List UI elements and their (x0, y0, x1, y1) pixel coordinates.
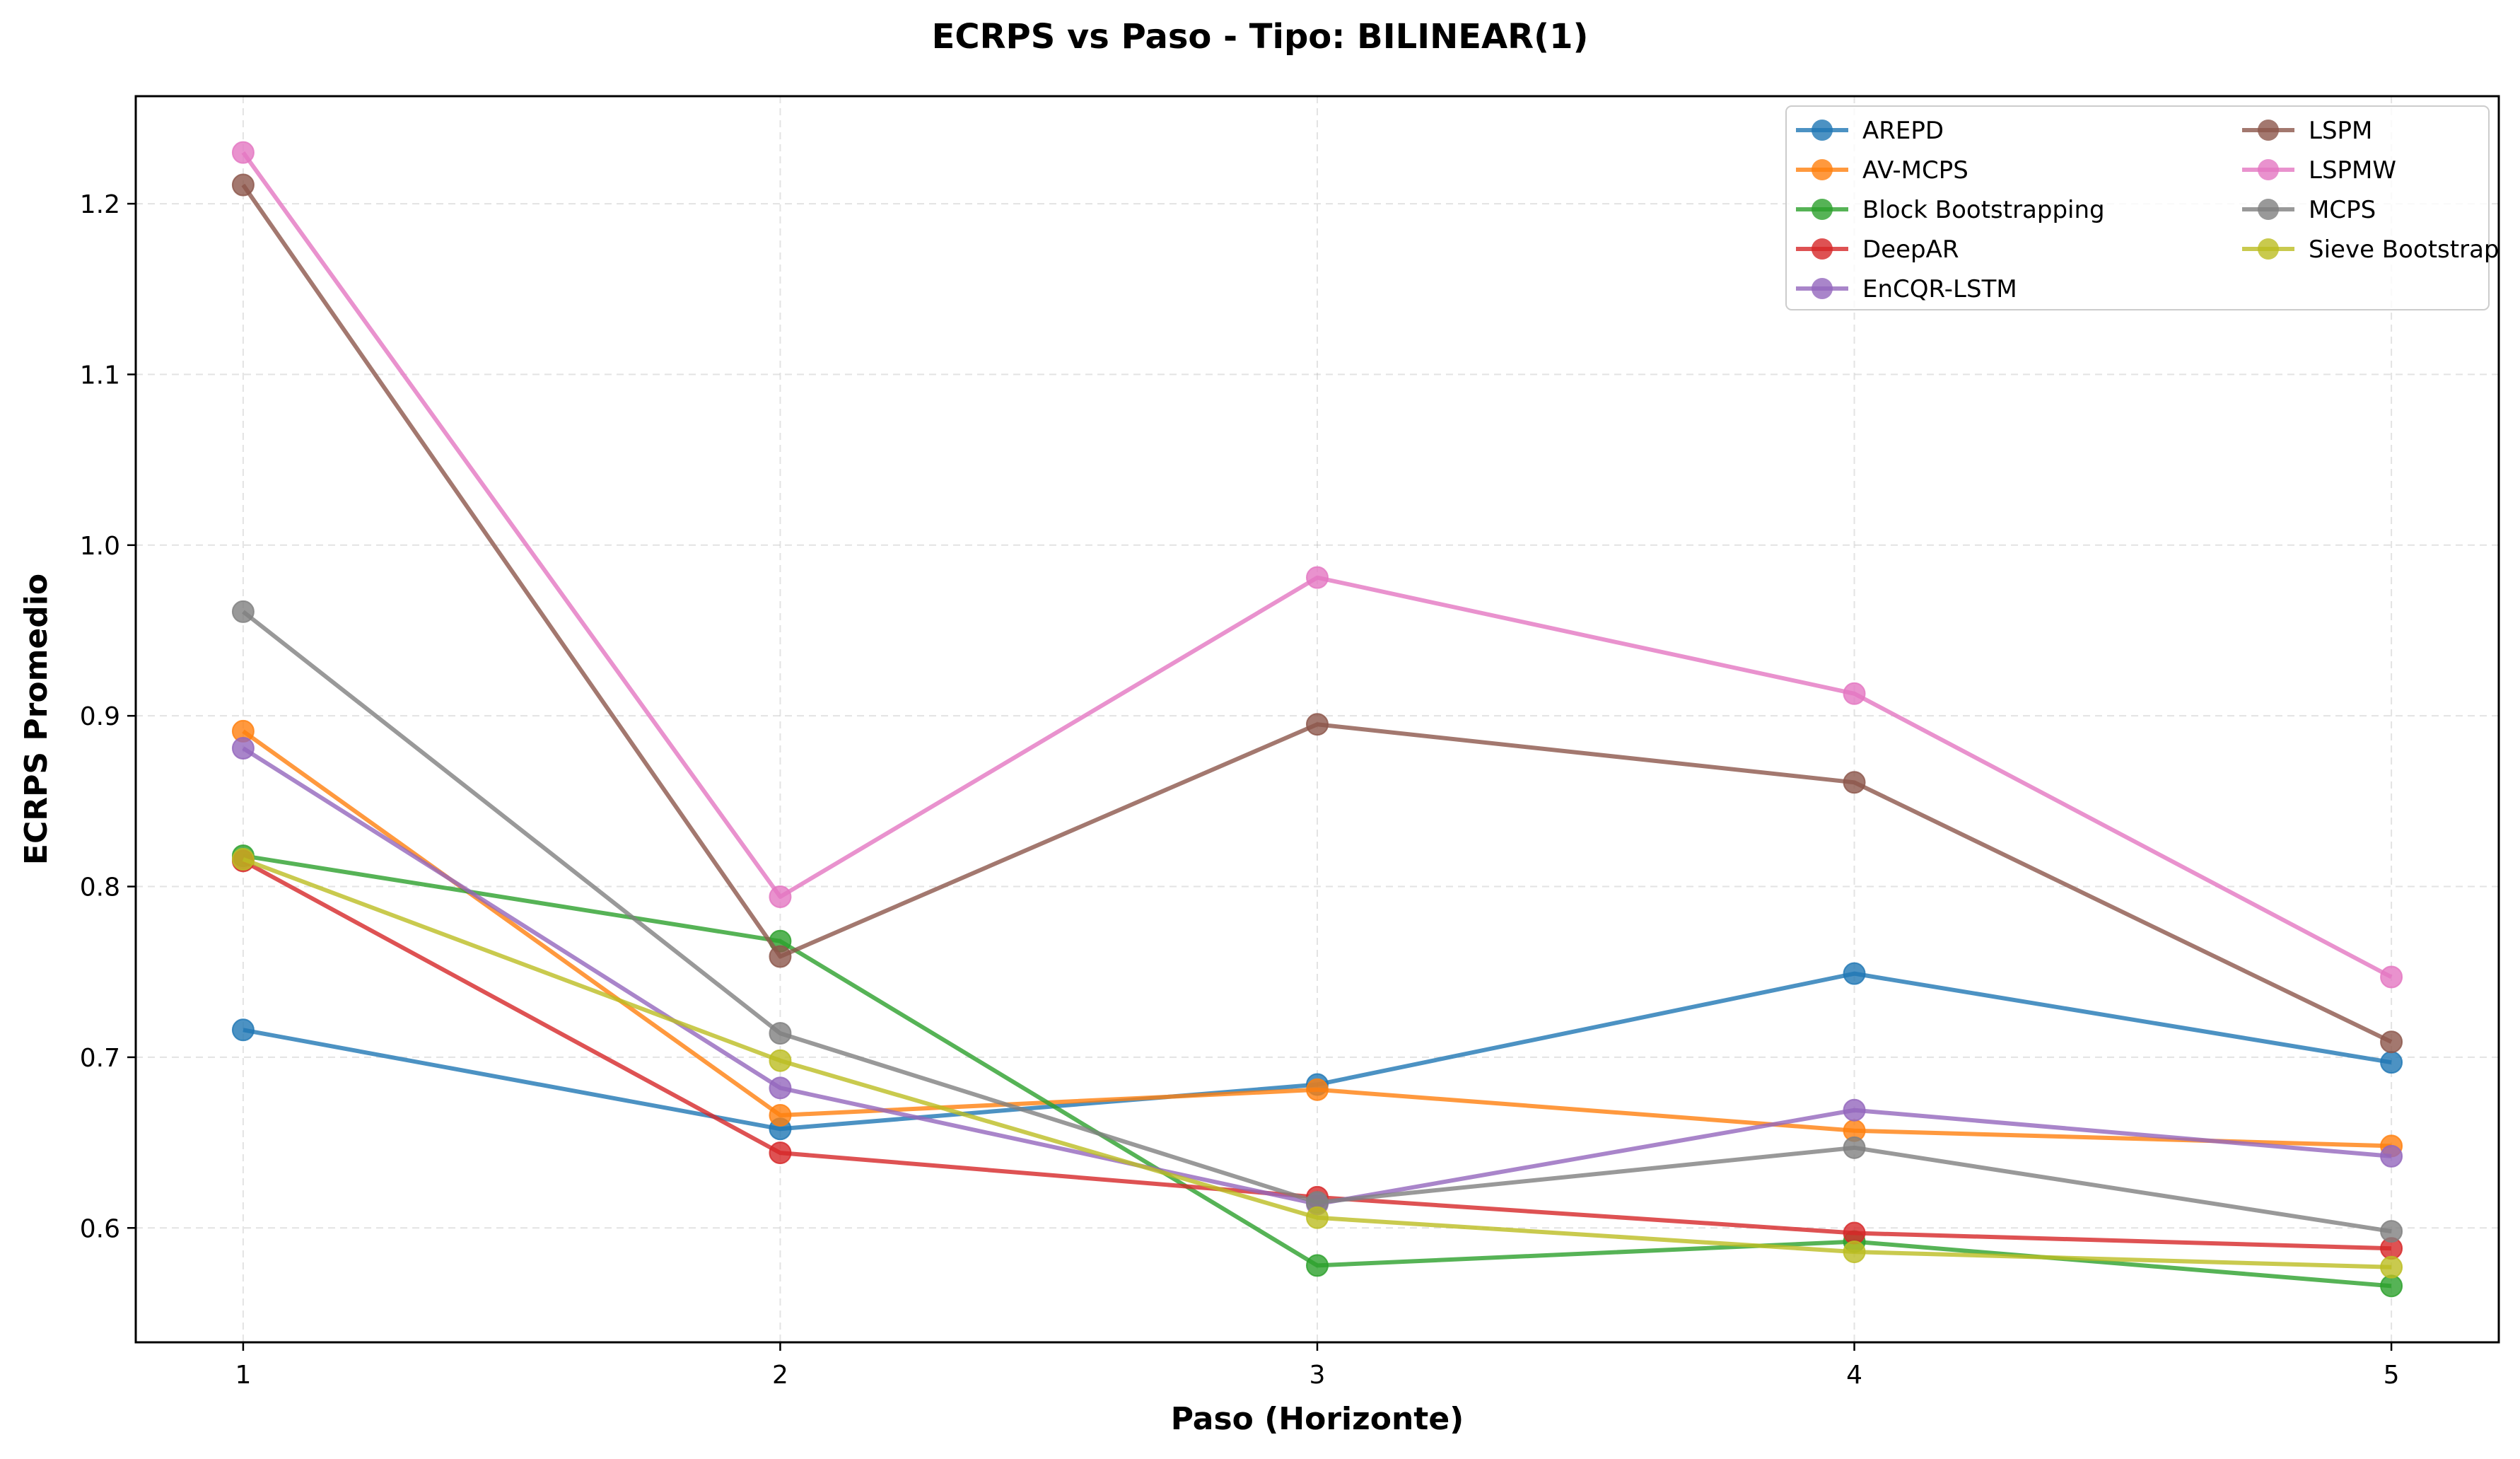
legend-swatch-marker (2258, 159, 2279, 180)
data-point (769, 1076, 792, 1100)
legend-swatch-marker (2258, 120, 2279, 141)
data-point (2380, 1274, 2403, 1298)
data-point (1843, 1240, 1866, 1264)
data-point (769, 1022, 792, 1045)
data-point (231, 141, 255, 164)
legend-swatch-marker (2258, 238, 2279, 260)
legend-label: LSPMW (2309, 156, 2396, 185)
data-point (231, 1018, 255, 1042)
data-point (769, 1049, 792, 1072)
data-point (769, 1103, 792, 1127)
legend-item: Sieve Bootstrap (2242, 236, 2499, 264)
data-point (1843, 771, 1866, 794)
y-axis-label: ECRPS Promedio (18, 574, 54, 865)
legend-label: Block Bootstrapping (1862, 196, 2105, 224)
data-point (231, 600, 255, 623)
data-point (1306, 1078, 1329, 1101)
legend-item: DeepAR (1796, 236, 1959, 264)
data-point (2380, 1144, 2403, 1168)
data-point (2380, 1051, 2403, 1074)
x-tick-label: 2 (772, 1361, 788, 1390)
legend-item: LSPMW (2242, 156, 2396, 185)
legend-item: MCPS (2242, 196, 2376, 224)
data-point (769, 945, 792, 968)
data-point (2380, 965, 2403, 989)
x-axis-label: Paso (Horizonte) (1171, 1401, 1464, 1437)
legend-item: EnCQR-LSTM (1796, 275, 2017, 303)
legend-label: Sieve Bootstrap (2309, 236, 2499, 264)
legend-swatch-marker (1812, 199, 1833, 220)
data-point (1306, 1254, 1329, 1277)
legend-swatch-marker (2258, 199, 2279, 220)
data-point (1306, 713, 1329, 736)
data-point (769, 1141, 792, 1165)
series-lspm (231, 173, 2403, 1054)
data-point (2380, 1030, 2403, 1054)
data-point (231, 737, 255, 760)
axis-ticks: 1 2 3 4 5 0.6 0.7 0.8 0.9 1.0 1.1 1.2 (80, 190, 2400, 1390)
y-tick-label: 1.0 (80, 532, 120, 561)
legend-item: Block Bootstrapping (1796, 196, 2105, 224)
legend-item: AV-MCPS (1796, 156, 1968, 185)
legend-label: EnCQR-LSTM (1862, 275, 2017, 303)
plot-frame (134, 95, 2500, 1344)
y-tick-label: 0.7 (80, 1044, 120, 1073)
y-tick-label: 0.6 (80, 1214, 120, 1243)
legend-label: AV-MCPS (1862, 156, 1968, 185)
series-layer (231, 141, 2403, 1298)
data-point (1306, 1206, 1329, 1229)
data-point (2380, 1220, 2403, 1243)
data-point (769, 885, 792, 909)
y-tick-label: 1.2 (80, 190, 120, 219)
legend-box (1785, 105, 2490, 310)
y-tick-label: 0.8 (80, 873, 120, 902)
legend-label: AREPD (1862, 117, 1944, 145)
legend-swatch-marker (1812, 159, 1833, 180)
data-point (1843, 962, 1866, 985)
x-tick-label: 4 (1846, 1361, 1862, 1390)
x-tick-label: 5 (2384, 1361, 2400, 1390)
legend-swatch-marker (1812, 278, 1833, 299)
chart-title: ECRPS vs Paso - Tipo: BILINEAR(1) (932, 17, 1589, 57)
legend-label: MCPS (2309, 196, 2376, 224)
x-tick-label: 3 (1309, 1361, 1326, 1390)
legend-item: AREPD (1796, 117, 1944, 145)
y-tick-label: 1.1 (80, 361, 120, 390)
data-point (1306, 566, 1329, 589)
data-point (1843, 1221, 1866, 1245)
legend-label: LSPM (2309, 117, 2372, 145)
legend-item: LSPM (2242, 117, 2372, 145)
legend-label: DeepAR (1862, 236, 1959, 264)
legend: AREPD AV-MCPS Block Bootstrapping DeepAR EnC… (1785, 105, 2499, 310)
data-point (231, 173, 255, 197)
data-point (1843, 1098, 1866, 1122)
series-mcps (231, 600, 2403, 1243)
data-point (2380, 1255, 2403, 1279)
series-sieve-bootstrap (231, 847, 2403, 1279)
x-tick-label: 1 (235, 1361, 251, 1390)
data-point (231, 847, 255, 871)
legend-swatch-marker (1812, 120, 1833, 141)
data-point (1843, 682, 1866, 705)
legend-swatch-marker (1812, 238, 1833, 260)
data-point (1843, 1136, 1866, 1159)
y-tick-label: 0.9 (80, 702, 120, 731)
series-lspmw (231, 141, 2403, 989)
